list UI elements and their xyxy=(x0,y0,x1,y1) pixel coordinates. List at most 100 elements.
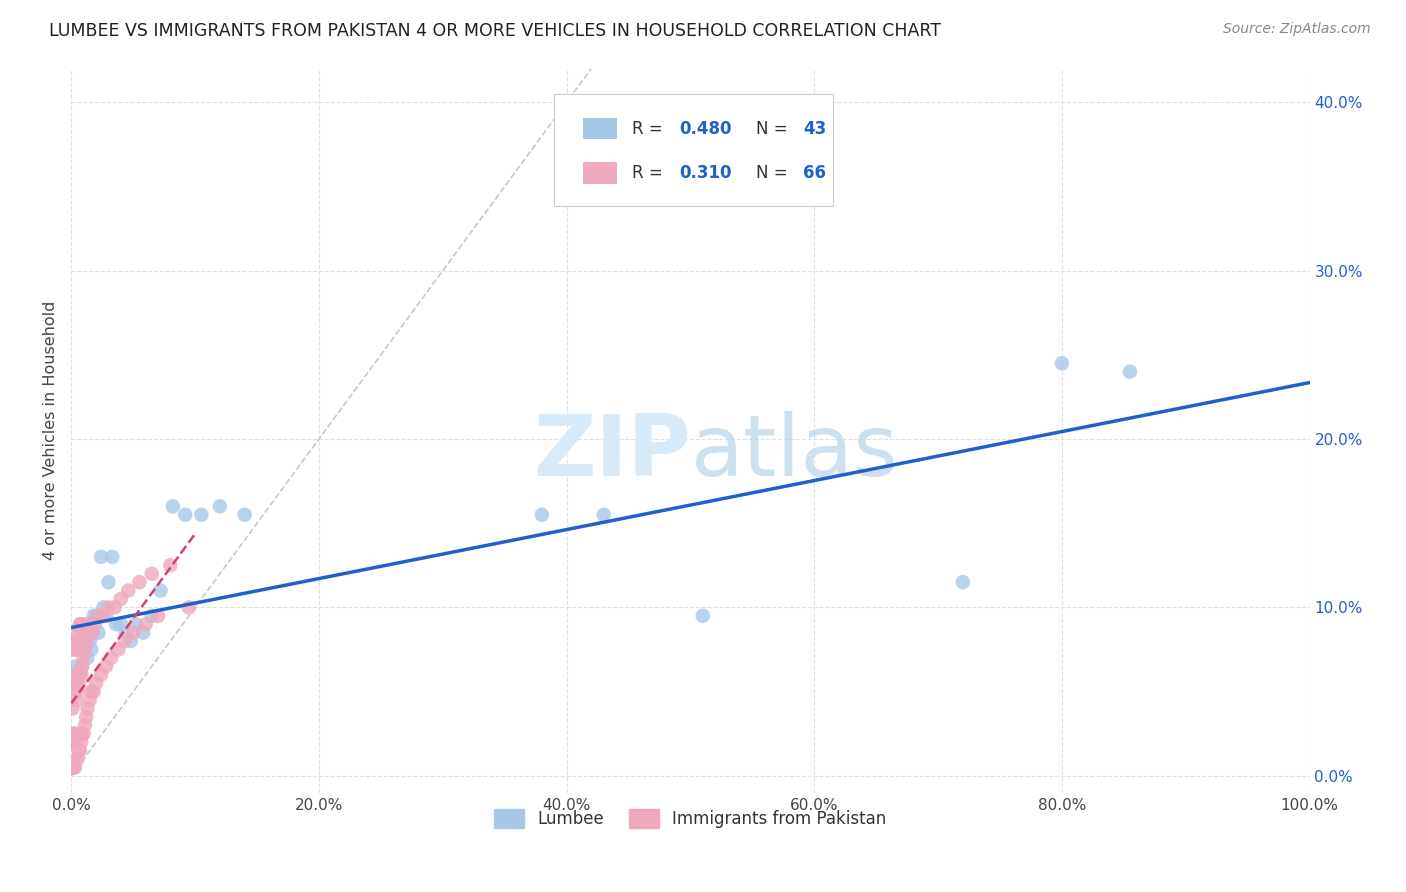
Point xyxy=(77,625,100,640)
Point xyxy=(592,508,614,522)
Point xyxy=(952,575,974,590)
Point xyxy=(63,676,86,690)
Point xyxy=(94,659,117,673)
Point xyxy=(69,743,91,757)
Point xyxy=(104,617,127,632)
Point xyxy=(79,617,101,632)
Point xyxy=(692,608,714,623)
Point xyxy=(80,642,103,657)
Point xyxy=(67,621,90,635)
Point xyxy=(83,617,105,632)
Point xyxy=(208,500,231,514)
Point xyxy=(62,667,84,681)
Point xyxy=(69,617,91,632)
FancyBboxPatch shape xyxy=(582,161,617,184)
Point xyxy=(62,701,84,715)
Point xyxy=(66,634,89,648)
Point xyxy=(62,642,84,657)
Point xyxy=(80,684,103,698)
Point xyxy=(75,634,97,648)
Point xyxy=(233,508,256,522)
Point xyxy=(93,608,115,623)
Point xyxy=(84,608,107,623)
Point xyxy=(66,676,89,690)
Point xyxy=(162,500,184,514)
Point xyxy=(75,710,97,724)
Point xyxy=(67,625,90,640)
Point xyxy=(62,760,84,774)
Point xyxy=(87,608,110,623)
Point xyxy=(117,583,139,598)
Point xyxy=(65,642,87,657)
Text: 0.480: 0.480 xyxy=(679,120,731,137)
Point xyxy=(69,642,91,657)
Point xyxy=(60,735,83,749)
FancyBboxPatch shape xyxy=(554,94,832,206)
Point xyxy=(66,684,89,698)
Point xyxy=(62,735,84,749)
Point xyxy=(62,760,84,774)
Point xyxy=(63,727,86,741)
Point xyxy=(70,667,93,681)
Point xyxy=(177,600,200,615)
Point xyxy=(114,634,136,648)
Point xyxy=(135,617,157,632)
Point xyxy=(76,651,98,665)
Point xyxy=(66,752,89,766)
Point xyxy=(1050,356,1073,370)
Point xyxy=(149,583,172,598)
Point xyxy=(70,735,93,749)
Point xyxy=(65,752,87,766)
Point xyxy=(60,760,83,774)
Point xyxy=(62,727,84,741)
Text: LUMBEE VS IMMIGRANTS FROM PAKISTAN 4 OR MORE VEHICLES IN HOUSEHOLD CORRELATION C: LUMBEE VS IMMIGRANTS FROM PAKISTAN 4 OR … xyxy=(49,22,941,40)
Point xyxy=(83,608,105,623)
Point xyxy=(141,566,163,581)
Point xyxy=(93,600,115,615)
Point xyxy=(174,508,197,522)
Point xyxy=(84,676,107,690)
Point xyxy=(110,592,132,607)
Point xyxy=(82,625,104,640)
Point xyxy=(77,625,100,640)
Point xyxy=(101,549,124,564)
Point xyxy=(62,735,84,749)
Point xyxy=(67,743,90,757)
Point xyxy=(76,701,98,715)
Text: Source: ZipAtlas.com: Source: ZipAtlas.com xyxy=(1223,22,1371,37)
Point xyxy=(65,659,87,673)
Point xyxy=(73,642,96,657)
Text: atlas: atlas xyxy=(690,411,898,494)
Point xyxy=(72,625,94,640)
Text: N =: N = xyxy=(756,164,793,182)
Point xyxy=(120,634,142,648)
Point xyxy=(73,718,96,732)
Point xyxy=(69,667,91,681)
Text: R =: R = xyxy=(633,164,668,182)
Point xyxy=(104,600,127,615)
Point xyxy=(132,625,155,640)
Point xyxy=(125,617,148,632)
Text: 66: 66 xyxy=(803,164,827,182)
Point xyxy=(83,684,105,698)
Point xyxy=(70,617,93,632)
Text: N =: N = xyxy=(756,120,793,137)
Point xyxy=(1119,365,1142,379)
Point xyxy=(110,617,132,632)
Point xyxy=(159,558,181,573)
Point xyxy=(87,625,110,640)
Point xyxy=(141,608,163,623)
Point xyxy=(72,727,94,741)
Point xyxy=(62,684,84,698)
Point xyxy=(97,600,120,615)
Point xyxy=(70,659,93,673)
Point xyxy=(146,608,169,623)
Point xyxy=(62,634,84,648)
Text: R =: R = xyxy=(633,120,668,137)
Point xyxy=(73,727,96,741)
Point xyxy=(72,659,94,673)
Point xyxy=(122,625,145,640)
Point xyxy=(97,575,120,590)
Point xyxy=(114,625,136,640)
Point xyxy=(79,634,101,648)
